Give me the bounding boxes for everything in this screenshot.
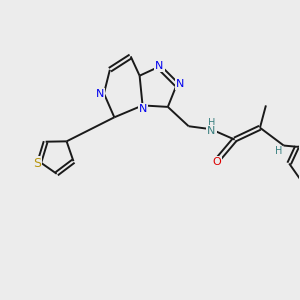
Text: N: N [155,61,164,71]
Text: H: H [208,118,215,128]
Text: N: N [96,88,104,98]
Text: N: N [139,104,147,114]
Text: N: N [207,126,216,136]
Text: H: H [275,146,282,157]
Text: N: N [176,79,184,89]
Text: S: S [33,157,41,170]
Text: O: O [212,157,221,167]
